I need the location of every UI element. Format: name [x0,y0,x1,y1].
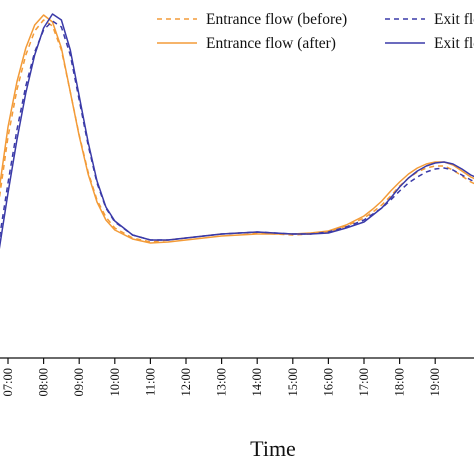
x-tick-label: 10:00 [108,368,122,396]
legend: Entrance flow (before) Entrance flow (aft… [157,11,474,52]
x-tick-label: 19:00 [428,368,442,396]
series-line-0 [0,19,474,243]
series-lines [0,13,474,250]
legend-label-1: Entrance flow (after) [206,35,336,52]
x-axis-title: Time [250,436,296,461]
x-tick-label: 09:00 [72,368,86,396]
x-axis: 07:00 08:00 09:00 10:00 11:00 12:00 13:00 14:00… [0,357,474,396]
legend-label-2: Exit flow (before) [434,11,474,28]
x-tick-label: 08:00 [37,368,51,396]
x-tick-label: 14:00 [250,368,264,396]
x-tick-label: 11:00 [143,368,157,396]
series-line-3 [0,13,474,250]
x-tick-label: 16:00 [321,368,335,396]
x-tick-label: 15:00 [286,368,300,396]
x-tick-label: 18:00 [393,368,407,396]
legend-label-0: Entrance flow (before) [206,11,347,28]
x-tick-label: 07:00 [1,368,15,396]
x-tick-label: 12:00 [179,368,193,396]
x-tick-label: 17:00 [357,368,371,396]
x-tick-label: 13:00 [215,368,229,396]
series-line-1 [0,14,474,244]
series-line-2 [0,20,474,241]
legend-label-3: Exit flow (after) [434,35,474,52]
